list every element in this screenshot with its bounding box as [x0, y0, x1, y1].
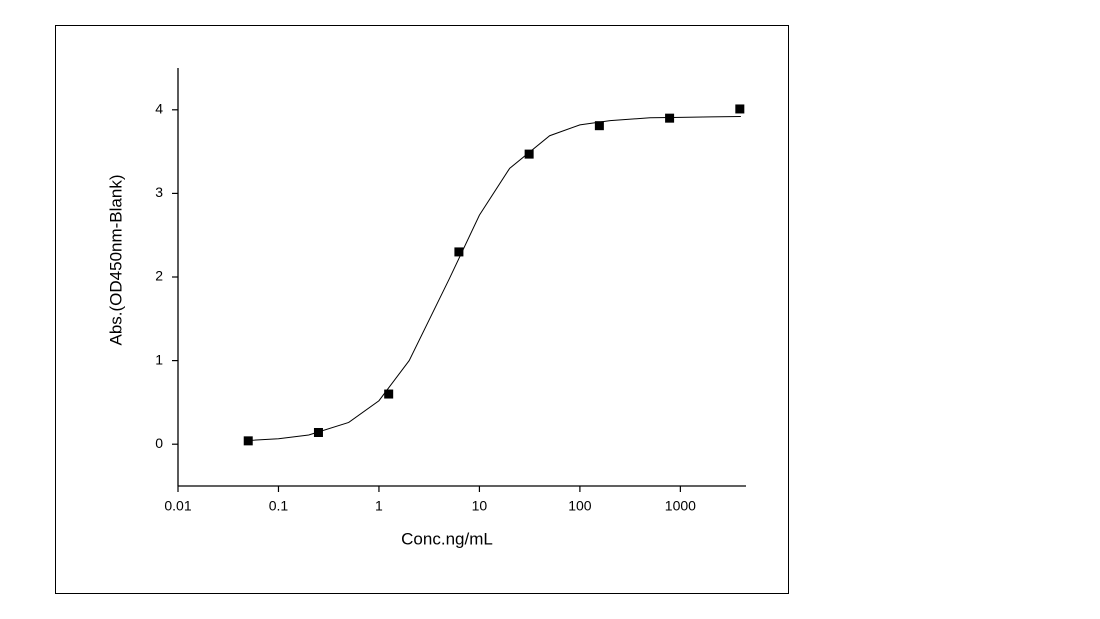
data-point [454, 247, 464, 257]
x-tick-label: 100 [568, 498, 592, 514]
x-tick-label: 10 [472, 498, 488, 514]
data-point [594, 121, 604, 131]
data-point [524, 149, 534, 159]
x-tick-label: 1000 [665, 498, 696, 514]
y-tick-label: 4 [155, 101, 163, 117]
data-point [313, 427, 323, 437]
plot-area [243, 104, 745, 446]
x-axis-label: Conc.ng/mL [401, 529, 493, 548]
x-tick-label: 0.1 [269, 498, 289, 514]
y-tick-label: 0 [155, 435, 163, 451]
y-tick-label: 2 [155, 268, 163, 284]
data-point [735, 104, 745, 114]
x-tick-label: 1 [375, 498, 383, 514]
x-tick-label: 0.01 [164, 498, 191, 514]
y-axis-label: Abs.(OD450nm-Blank) [106, 174, 125, 345]
y-tick-label: 3 [155, 184, 163, 200]
data-point [243, 436, 253, 446]
data-point [384, 389, 394, 399]
y-tick-label: 1 [155, 351, 163, 367]
data-point [665, 113, 675, 123]
